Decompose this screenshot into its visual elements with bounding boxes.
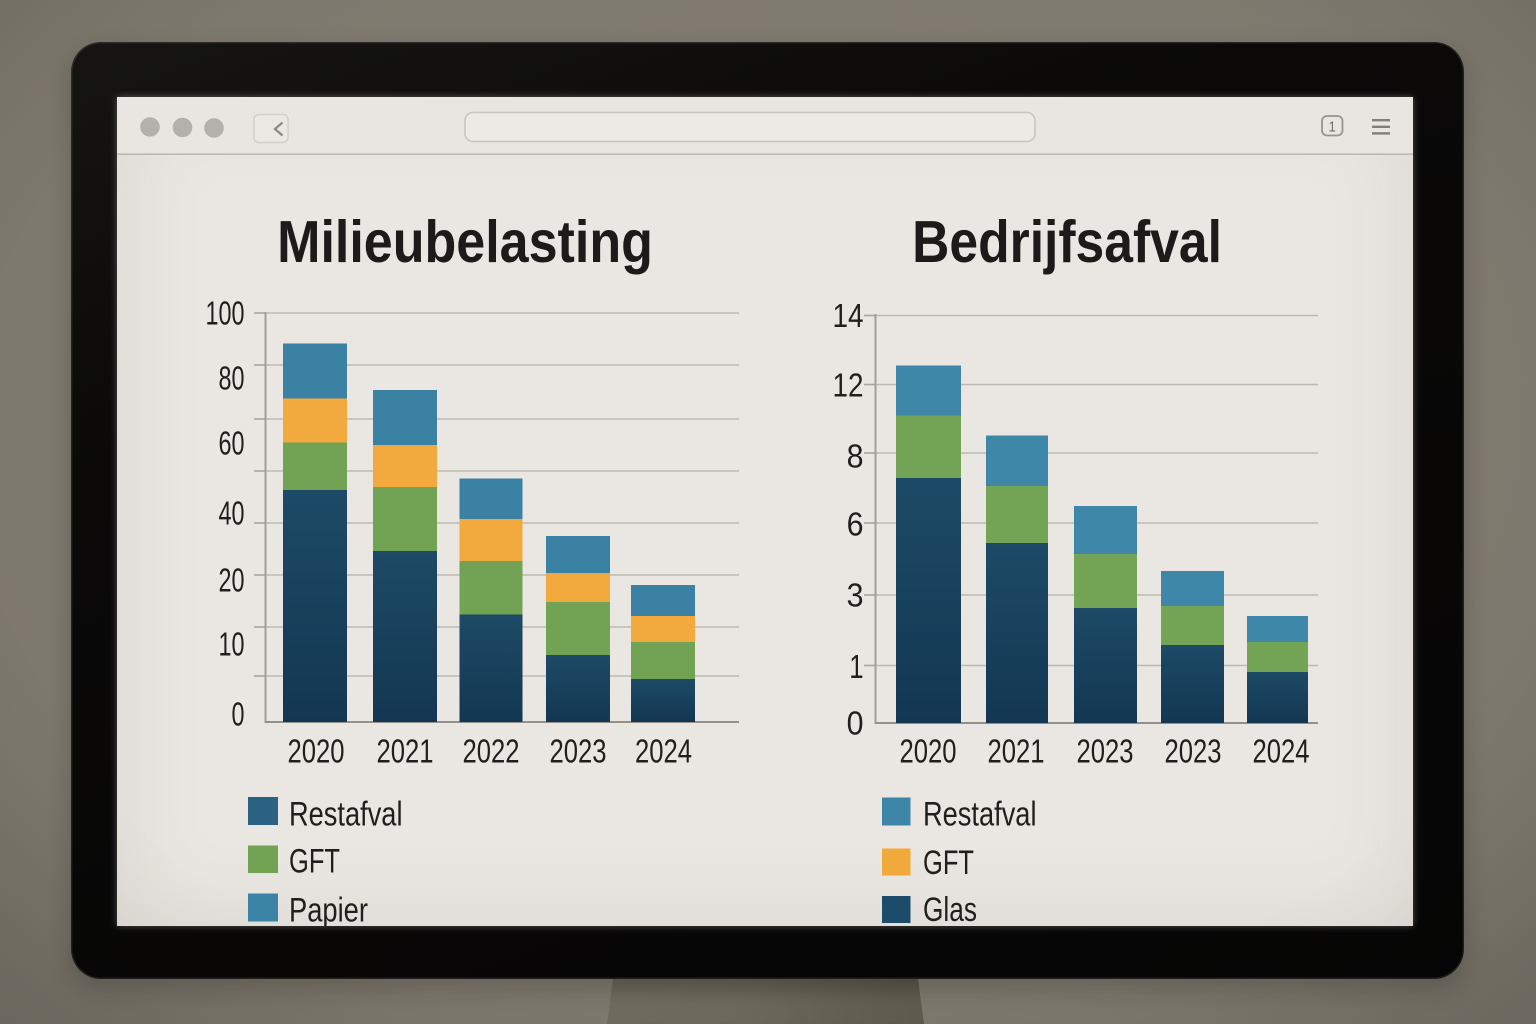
svg-text:Restafval: Restafval [923,795,1037,834]
svg-text:10: 10 [219,627,245,664]
svg-text:2023: 2023 [1164,733,1221,770]
svg-text:0: 0 [847,705,864,742]
svg-text:1: 1 [849,649,863,686]
svg-text:60: 60 [219,426,245,463]
svg-text:GFT: GFT [289,843,340,880]
svg-text:Papier: Papier [289,891,368,926]
svg-text:2023: 2023 [1076,733,1133,770]
svg-text:12: 12 [832,367,863,404]
svg-text:Milieubelasting: Milieubelasting [277,209,653,275]
svg-text:2021: 2021 [376,733,433,770]
svg-text:2023: 2023 [549,733,606,770]
svg-text:GFT: GFT [923,845,974,882]
svg-text:40: 40 [219,496,245,533]
svg-text:14: 14 [832,298,863,335]
svg-text:8: 8 [847,437,864,474]
svg-text:Bedrijfsafval: Bedrijfsafval [912,209,1222,275]
svg-text:20: 20 [219,563,245,600]
svg-text:2022: 2022 [462,733,519,770]
svg-text:2024: 2024 [635,733,692,770]
svg-text:2021: 2021 [987,733,1044,770]
svg-text:Glas: Glas [923,891,977,926]
svg-text:100: 100 [206,296,245,333]
svg-text:6: 6 [847,505,864,542]
svg-text:2024: 2024 [1252,733,1309,770]
svg-text:80: 80 [219,361,245,398]
svg-text:2020: 2020 [287,733,344,770]
svg-text:0: 0 [232,697,245,734]
svg-text:1: 1 [1329,117,1336,134]
svg-text:Restafval: Restafval [289,795,403,834]
svg-text:3: 3 [847,576,864,613]
svg-text:2020: 2020 [899,733,956,770]
